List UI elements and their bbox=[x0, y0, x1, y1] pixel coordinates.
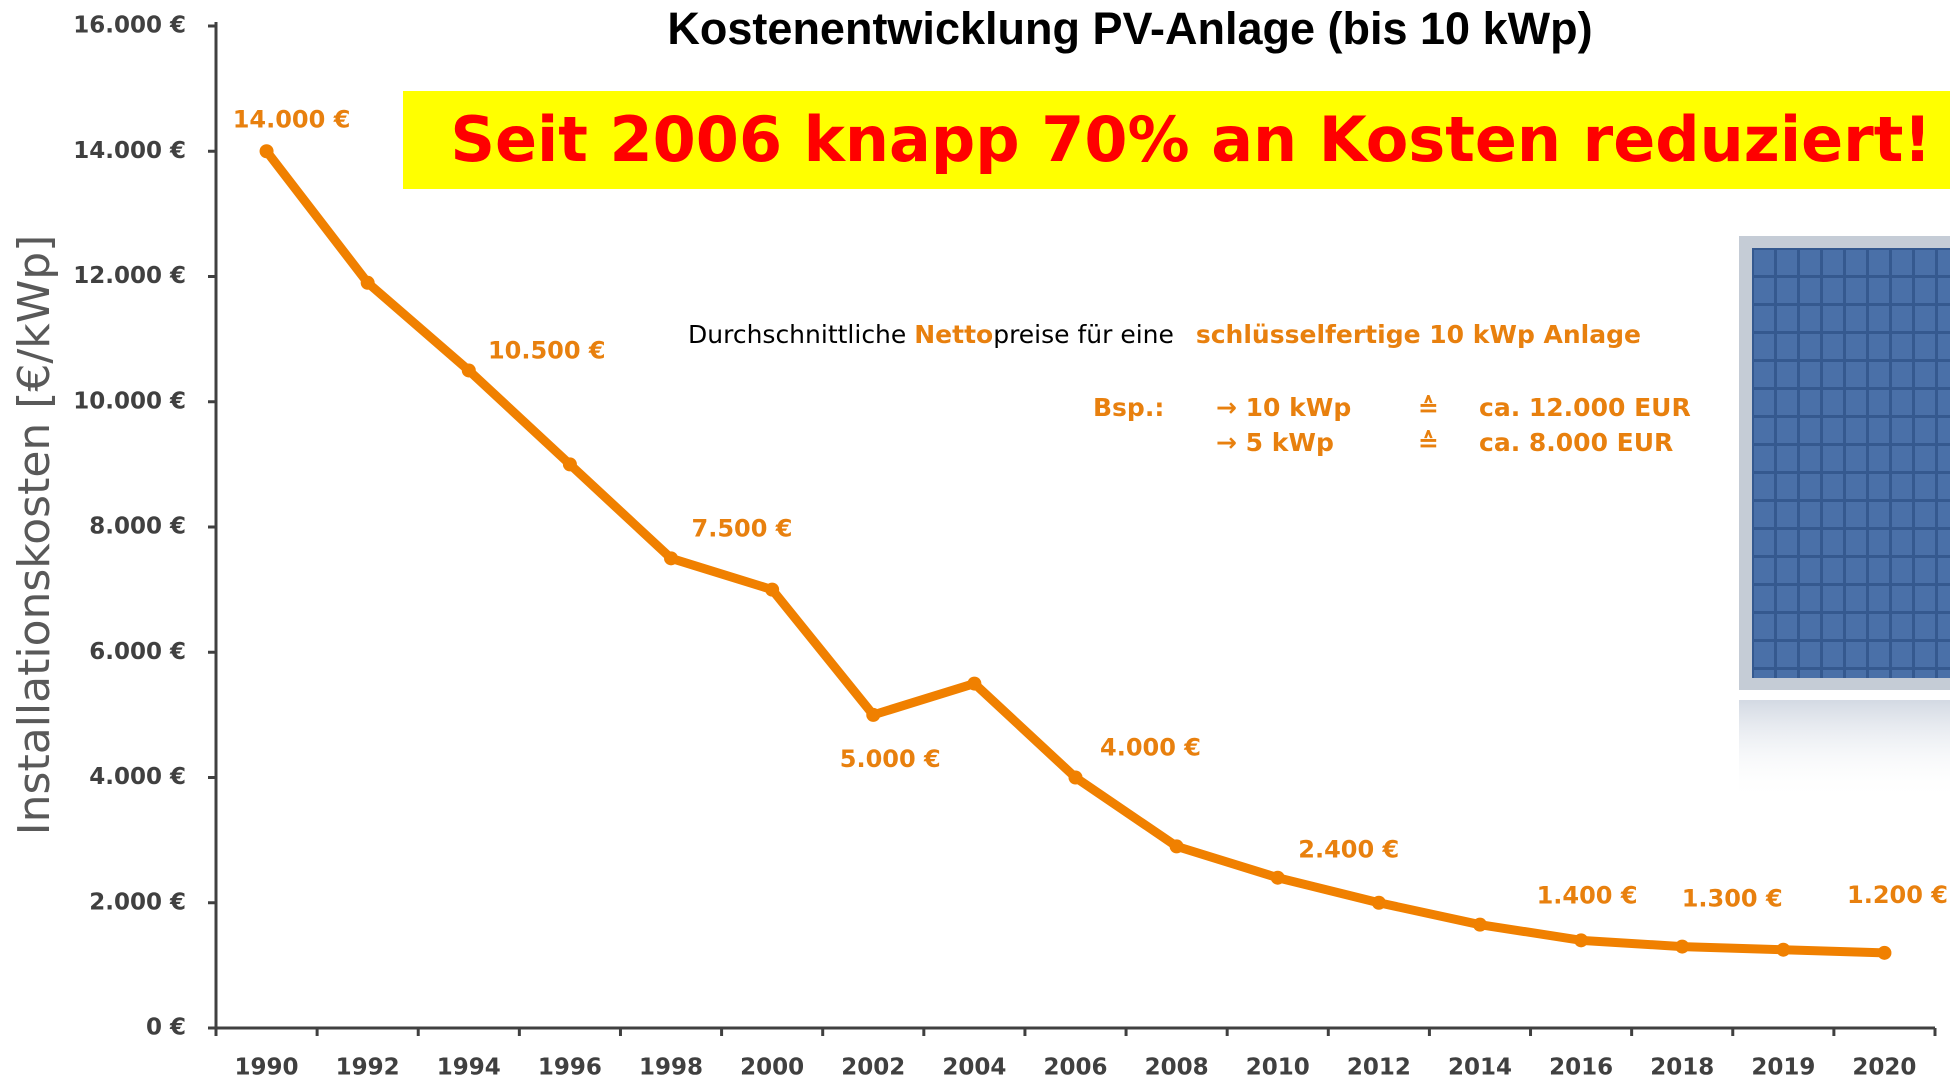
y-axis-title: Installationskosten [€/kWp] bbox=[9, 235, 60, 836]
x-tick-label: 2012 bbox=[1347, 1055, 1411, 1081]
line bbox=[267, 151, 1885, 953]
x-tick-label: 2006 bbox=[1043, 1055, 1107, 1081]
data-label: 2.400 € bbox=[1298, 836, 1399, 864]
example: ca. 12.000 EUR bbox=[1479, 393, 1691, 422]
data-label: 1.200 € bbox=[1847, 881, 1948, 909]
point bbox=[1170, 839, 1184, 853]
point bbox=[866, 708, 880, 722]
x-tick-label: 2020 bbox=[1852, 1055, 1916, 1081]
note: Durchschnittliche Nettopreise für eine s… bbox=[688, 320, 1641, 349]
y-tick-label: 8.000 € bbox=[89, 514, 186, 540]
x-tick-label: 1992 bbox=[336, 1055, 400, 1081]
data-label: 5.000 € bbox=[840, 745, 941, 773]
banner: Seit 2006 knapp 70% an Kosten reduziert! bbox=[450, 103, 1931, 176]
chart: Seit 2006 knapp 70% an Kosten reduziert!… bbox=[0, 0, 1950, 1082]
y-tick-label: 10.000 € bbox=[73, 388, 186, 414]
data-label: 1.400 € bbox=[1537, 881, 1638, 909]
data-label: 10.500 € bbox=[488, 336, 606, 364]
x-tick-label: 2018 bbox=[1650, 1055, 1714, 1081]
chart-title: Kostenentwicklung PV-Anlage (bis 10 kWp) bbox=[667, 3, 1592, 54]
example: ca. 8.000 EUR bbox=[1479, 428, 1673, 457]
x-tick-label: 1996 bbox=[538, 1055, 602, 1081]
y-tick-label: 6.000 € bbox=[89, 639, 186, 665]
point bbox=[563, 457, 577, 471]
y-tick-label: 16.000 € bbox=[73, 13, 186, 39]
point bbox=[1877, 946, 1891, 960]
x-tick-label: 2002 bbox=[841, 1055, 905, 1081]
y-tick-label: 14.000 € bbox=[73, 138, 186, 164]
x-tick-label: 1990 bbox=[235, 1055, 299, 1081]
note-part: Netto bbox=[914, 320, 993, 349]
point bbox=[1069, 771, 1083, 785]
note-part: preise für eine bbox=[993, 320, 1182, 349]
data-label: 4.000 € bbox=[1100, 734, 1201, 762]
example: ≙ bbox=[1418, 393, 1439, 422]
data-label: 1.300 € bbox=[1682, 885, 1783, 913]
point bbox=[1574, 933, 1588, 947]
point bbox=[1776, 943, 1790, 957]
y-tick-label: 12.000 € bbox=[73, 263, 186, 289]
data-label: 14.000 € bbox=[233, 105, 351, 133]
x-tick-label: 2000 bbox=[740, 1055, 804, 1081]
x-tick-label: 2014 bbox=[1448, 1055, 1512, 1081]
y-tick-label: 0 € bbox=[146, 1015, 186, 1041]
point bbox=[1675, 940, 1689, 954]
data-label: 7.500 € bbox=[692, 514, 793, 542]
x-tick-label: 2010 bbox=[1246, 1055, 1310, 1081]
note-part: schlüsselfertige 10 kWp Anlage bbox=[1196, 320, 1641, 349]
point bbox=[1372, 896, 1386, 910]
example: ≙ bbox=[1418, 428, 1439, 457]
x-tick-label: 1994 bbox=[437, 1055, 501, 1081]
point bbox=[462, 363, 476, 377]
note-part: Durchschnittliche bbox=[688, 320, 914, 349]
x-tick-label: 2019 bbox=[1751, 1055, 1815, 1081]
example: → 5 kWp bbox=[1216, 428, 1334, 457]
point bbox=[967, 677, 981, 691]
point bbox=[765, 583, 779, 597]
point bbox=[664, 551, 678, 565]
y-tick-label: 2.000 € bbox=[89, 889, 186, 915]
x-tick-label: 1998 bbox=[639, 1055, 703, 1081]
example-label: Bsp.: bbox=[1093, 393, 1164, 422]
point bbox=[260, 144, 274, 158]
x-tick-label: 2004 bbox=[942, 1055, 1006, 1081]
example: → 10 kWp bbox=[1216, 393, 1351, 422]
point bbox=[1473, 918, 1487, 932]
x-tick-label: 2016 bbox=[1549, 1055, 1613, 1081]
solar-panel bbox=[1739, 236, 1950, 800]
point bbox=[361, 276, 375, 290]
x-tick-label: 2008 bbox=[1145, 1055, 1209, 1081]
point bbox=[1271, 871, 1285, 885]
y-tick-label: 4.000 € bbox=[89, 764, 186, 790]
